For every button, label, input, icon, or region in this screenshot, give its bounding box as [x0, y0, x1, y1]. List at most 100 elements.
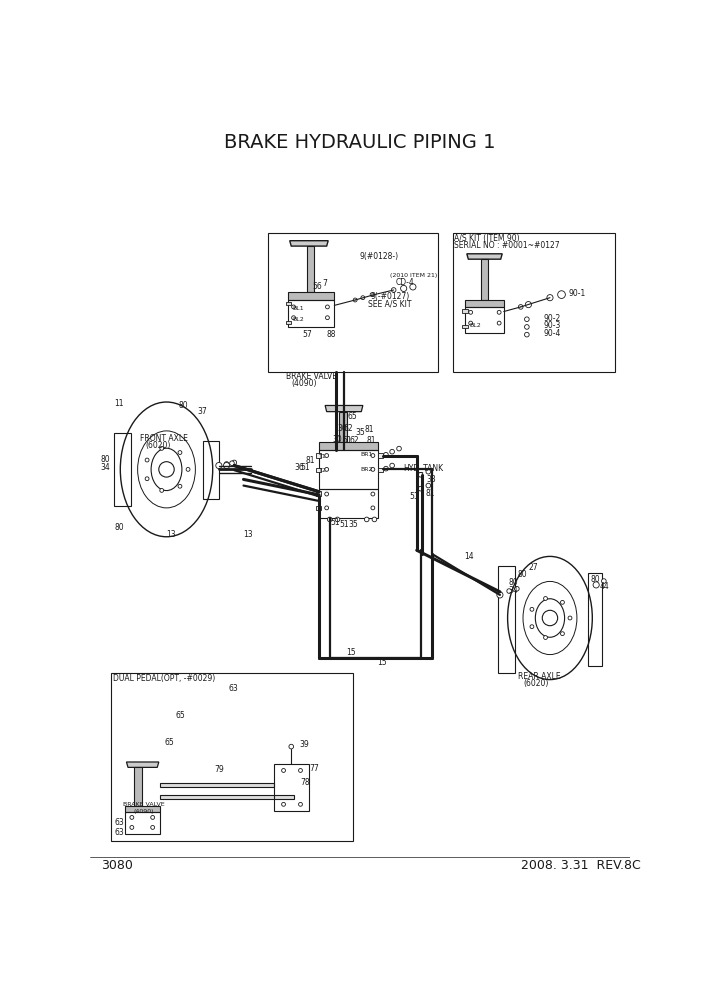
- Circle shape: [230, 461, 234, 465]
- Text: DUAL PEDAL(OPT, -#0029): DUAL PEDAL(OPT, -#0029): [112, 675, 215, 683]
- Text: 11: 11: [114, 400, 124, 409]
- Text: 13: 13: [166, 531, 176, 540]
- Text: 57: 57: [303, 330, 312, 339]
- Polygon shape: [316, 506, 321, 510]
- Polygon shape: [325, 406, 363, 412]
- Text: 78: 78: [300, 779, 310, 788]
- Circle shape: [232, 460, 237, 465]
- Circle shape: [469, 310, 472, 314]
- Polygon shape: [286, 320, 291, 323]
- Text: 51: 51: [300, 462, 310, 471]
- Circle shape: [159, 461, 174, 477]
- Circle shape: [335, 517, 340, 522]
- Bar: [114, 434, 131, 506]
- Circle shape: [390, 463, 395, 468]
- Circle shape: [426, 483, 430, 488]
- Polygon shape: [462, 310, 468, 313]
- Circle shape: [524, 332, 529, 337]
- Text: 2008. 3.31  REV.8C: 2008. 3.31 REV.8C: [521, 859, 640, 872]
- Circle shape: [530, 607, 534, 611]
- Text: 51: 51: [342, 436, 352, 445]
- Bar: [453, 233, 615, 372]
- Text: 51: 51: [410, 492, 420, 501]
- Circle shape: [291, 305, 296, 309]
- Circle shape: [557, 291, 565, 299]
- Polygon shape: [378, 453, 383, 458]
- Polygon shape: [288, 293, 334, 300]
- Polygon shape: [160, 796, 293, 799]
- Circle shape: [371, 506, 375, 510]
- Text: 15: 15: [377, 658, 387, 668]
- Circle shape: [401, 286, 406, 292]
- Text: 27: 27: [529, 563, 538, 572]
- Text: 90-4: 90-4: [544, 328, 561, 337]
- Circle shape: [524, 324, 529, 329]
- Text: 80: 80: [100, 455, 110, 464]
- Text: 81: 81: [364, 425, 374, 434]
- Polygon shape: [316, 491, 321, 496]
- Circle shape: [282, 769, 286, 773]
- Circle shape: [325, 492, 329, 496]
- Text: CD-4: CD-4: [396, 278, 415, 287]
- Text: 63: 63: [228, 684, 238, 693]
- Text: 88: 88: [326, 330, 336, 339]
- Circle shape: [326, 315, 329, 319]
- Circle shape: [186, 467, 190, 471]
- Polygon shape: [319, 442, 378, 450]
- Text: T1: T1: [319, 453, 326, 459]
- Circle shape: [224, 461, 229, 466]
- Text: T2: T2: [319, 467, 327, 472]
- Text: 79: 79: [214, 765, 224, 774]
- Text: 30: 30: [338, 425, 347, 434]
- Circle shape: [560, 632, 564, 636]
- Text: 14: 14: [465, 552, 474, 560]
- Circle shape: [497, 310, 501, 314]
- Text: 36: 36: [294, 462, 304, 471]
- Text: A/S KIT (ITEM 90): A/S KIT (ITEM 90): [454, 234, 520, 243]
- Circle shape: [547, 295, 553, 301]
- Text: REAR AXLE: REAR AXLE: [517, 672, 560, 682]
- Circle shape: [145, 477, 149, 481]
- Text: BL2: BL2: [292, 316, 304, 321]
- Text: 65: 65: [176, 711, 185, 720]
- Circle shape: [223, 462, 230, 468]
- Text: BL2: BL2: [469, 323, 481, 328]
- Text: 13: 13: [244, 531, 253, 540]
- Circle shape: [178, 450, 182, 454]
- Bar: [268, 233, 438, 372]
- Circle shape: [542, 610, 557, 626]
- Text: 81: 81: [305, 455, 314, 464]
- Circle shape: [282, 803, 286, 806]
- Text: BL1: BL1: [292, 306, 304, 310]
- Circle shape: [543, 636, 548, 640]
- Text: 9(#0128-): 9(#0128-): [359, 252, 398, 261]
- Polygon shape: [465, 300, 504, 307]
- Circle shape: [384, 466, 388, 471]
- Circle shape: [151, 825, 154, 829]
- Circle shape: [326, 305, 329, 309]
- Polygon shape: [316, 468, 321, 472]
- Circle shape: [525, 302, 531, 308]
- Text: 38: 38: [426, 475, 436, 484]
- Circle shape: [325, 506, 329, 510]
- Circle shape: [530, 625, 534, 629]
- Text: 77: 77: [310, 764, 319, 773]
- Polygon shape: [307, 246, 314, 293]
- Circle shape: [593, 582, 600, 588]
- Text: 15: 15: [347, 648, 356, 657]
- Text: (6020): (6020): [524, 679, 549, 687]
- Text: 62: 62: [350, 436, 359, 445]
- Text: BRAKE VALVE: BRAKE VALVE: [123, 802, 164, 806]
- Circle shape: [507, 588, 512, 593]
- Circle shape: [325, 467, 329, 471]
- Circle shape: [372, 517, 377, 522]
- Circle shape: [364, 517, 369, 522]
- Text: 80: 80: [115, 523, 124, 532]
- Circle shape: [371, 453, 375, 457]
- Circle shape: [391, 288, 396, 293]
- Text: 3080: 3080: [101, 859, 133, 872]
- Circle shape: [130, 815, 134, 819]
- Text: 56: 56: [313, 283, 322, 292]
- Circle shape: [160, 446, 164, 450]
- Bar: [204, 440, 219, 499]
